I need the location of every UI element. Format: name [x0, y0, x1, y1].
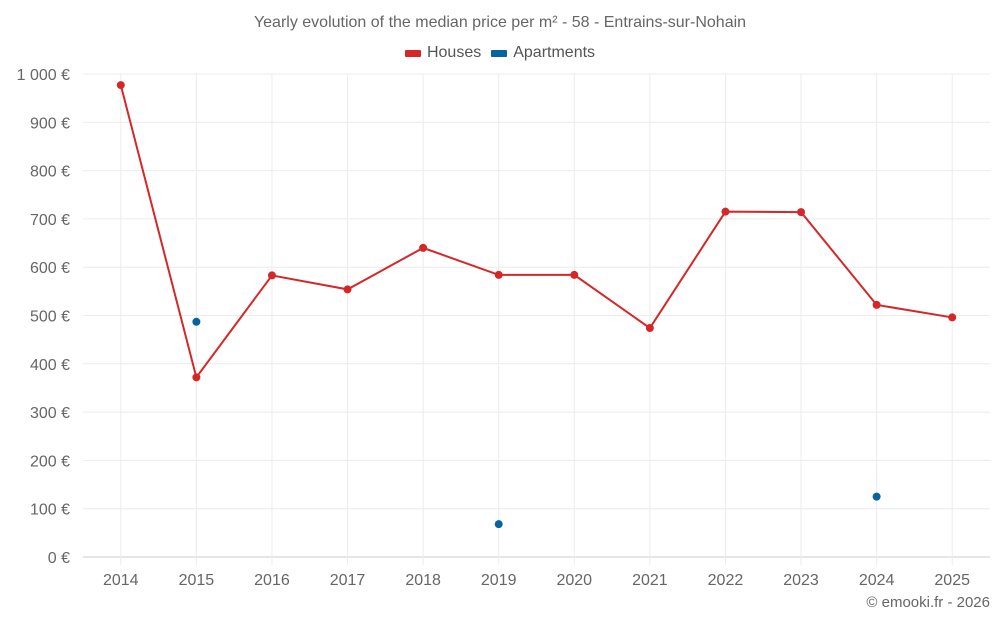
y-tick-label: 100 €	[30, 502, 70, 519]
data-point-houses[interactable]	[948, 313, 957, 322]
y-tick-label: 700 €	[30, 212, 70, 229]
x-tick-label: 2016	[254, 572, 290, 589]
legend-label-apartments: Apartments	[513, 44, 596, 61]
data-point-houses[interactable]	[192, 373, 201, 382]
data-point-apartments[interactable]	[494, 520, 503, 529]
y-tick-label: 0 €	[48, 550, 70, 567]
legend-label-houses: Houses	[426, 44, 482, 61]
data-point-houses[interactable]	[872, 300, 881, 309]
y-tick-label: 300 €	[30, 405, 70, 422]
data-point-apartments[interactable]	[192, 317, 201, 326]
x-tick-label: 2017	[330, 572, 366, 589]
legend-item-apartments[interactable]: Apartments	[491, 44, 595, 62]
series-line-houses	[119, 84, 953, 380]
y-tick-label: 400 €	[30, 357, 70, 374]
chart-legend: Houses Apartments	[0, 44, 1000, 62]
y-tick-label: 800 €	[30, 164, 70, 181]
x-tick-label: 2022	[708, 572, 744, 589]
x-tick-label: 2024	[859, 572, 895, 589]
legend-item-houses[interactable]: Houses	[404, 44, 482, 62]
data-point-houses[interactable]	[797, 208, 806, 217]
y-tick-label: 500 €	[30, 309, 70, 326]
credit-text: © emooki.fr - 2026	[866, 594, 990, 611]
x-tick-label: 2020	[556, 572, 592, 589]
data-point-houses[interactable]	[343, 285, 352, 294]
x-tick-label: 2014	[103, 572, 139, 589]
data-point-apartments[interactable]	[872, 492, 881, 501]
houses-swatch-icon	[404, 49, 421, 57]
data-point-houses[interactable]	[267, 271, 276, 280]
apartments-swatch-icon	[491, 49, 508, 57]
x-tick-label: 2025	[934, 572, 970, 589]
x-tick-label: 2023	[783, 572, 819, 589]
x-tick-label: 2018	[405, 572, 441, 589]
chart-title: Yearly evolution of the median price per…	[253, 14, 747, 31]
data-point-houses[interactable]	[419, 243, 428, 252]
x-tick-label: 2015	[179, 572, 215, 589]
data-point-houses[interactable]	[116, 81, 125, 90]
y-tick-label: 1 000 €	[17, 67, 70, 84]
x-tick-label: 2019	[481, 572, 517, 589]
y-tick-label: 900 €	[30, 115, 70, 132]
data-point-houses[interactable]	[570, 270, 579, 279]
data-point-houses[interactable]	[721, 207, 730, 216]
data-point-houses[interactable]	[494, 270, 503, 279]
y-tick-label: 200 €	[30, 453, 70, 470]
y-tick-label: 600 €	[30, 260, 70, 277]
x-tick-label: 2021	[632, 572, 668, 589]
data-point-houses[interactable]	[645, 324, 654, 333]
